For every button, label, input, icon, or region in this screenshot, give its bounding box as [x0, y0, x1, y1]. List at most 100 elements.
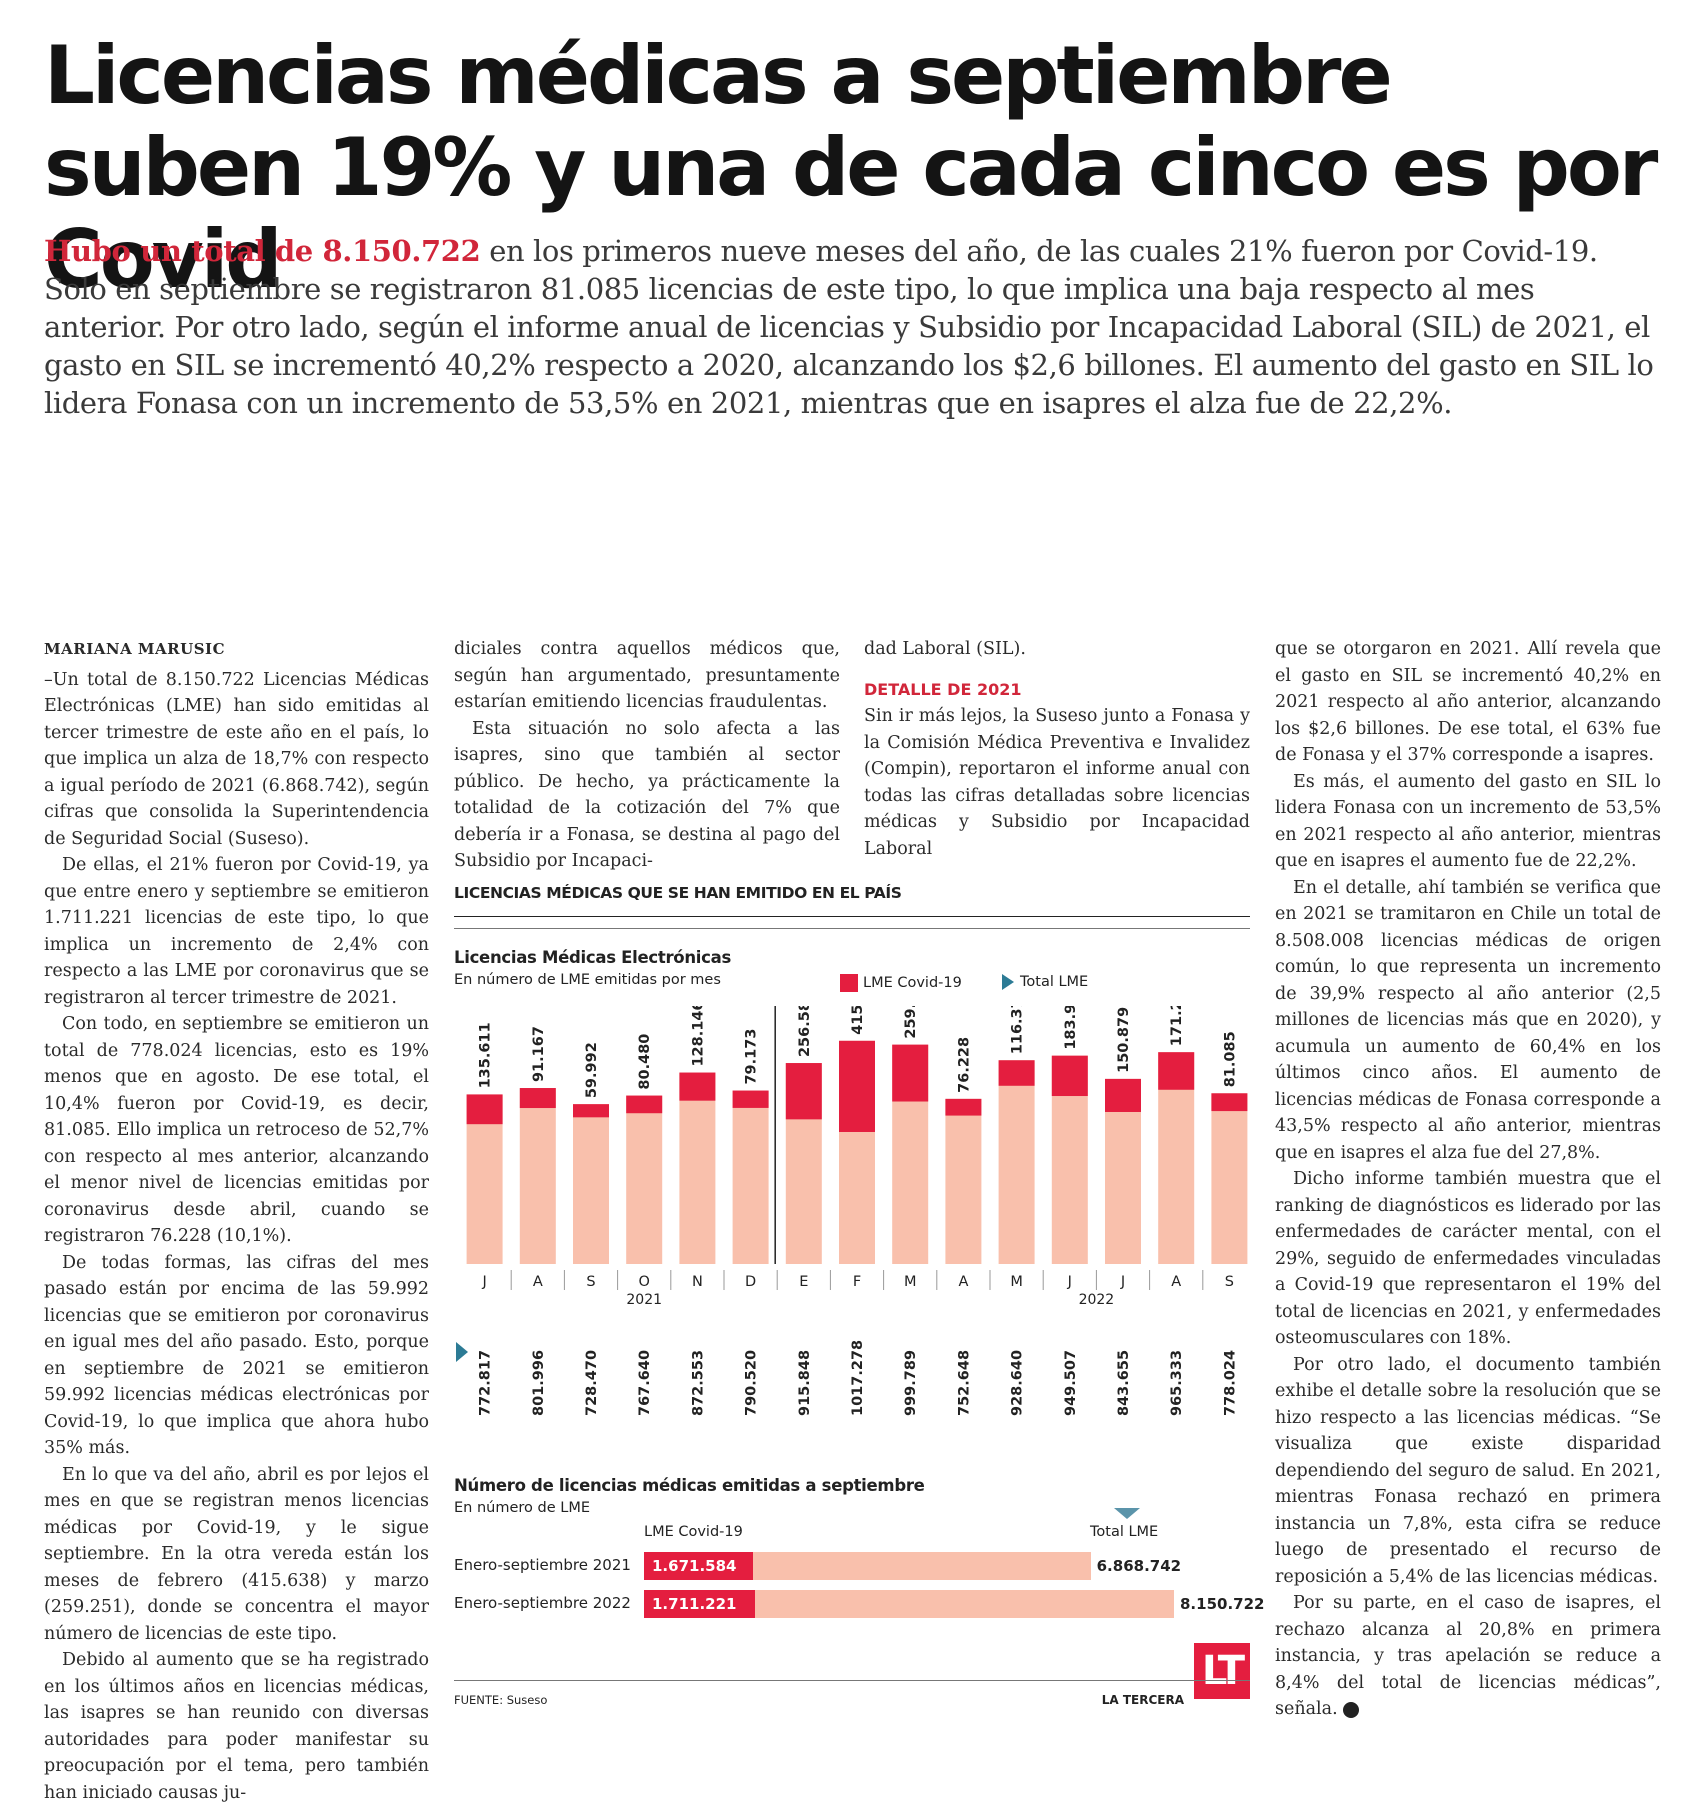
bar-total [998, 1060, 1035, 1264]
legend-triangle-icon [1002, 974, 1014, 990]
legend-total: Total LME [1002, 974, 1088, 990]
covid-value-label: 80.480 [637, 1034, 653, 1090]
bar-covid [1105, 1078, 1141, 1112]
paragraph: De ellas, el 21% fueron por Covid-19, ya… [44, 855, 429, 1008]
bar-covid [945, 1098, 982, 1116]
bar-total [679, 1072, 716, 1264]
hbar-total-2021: 1.671.584 [644, 1552, 1091, 1580]
paragraph: En el detalle, ahí también se verifica q… [1275, 877, 1661, 1163]
bar-covid [1158, 1052, 1195, 1090]
total-value-label: 772.817 [478, 1350, 494, 1416]
hbar-label-2022: Enero-septiembre 2022 [454, 1594, 631, 1612]
legend-total-label: Total LME [1020, 974, 1089, 990]
covid-value-label: 171.248 [1169, 1006, 1185, 1046]
bar-total [732, 1090, 769, 1264]
bar-total [1211, 1093, 1248, 1264]
total-value-label: 949.507 [1063, 1350, 1079, 1416]
covid-value-label: 259.251 [903, 1006, 919, 1039]
hbar-covid-2021: 1.671.584 [644, 1552, 753, 1580]
column-3: dad Laboral (SIL). DETALLE DE 2021 Sin i… [864, 636, 1250, 862]
infographic: LICENCIAS MÉDICAS QUE SE HAN EMITIDO EN … [454, 876, 1264, 1707]
headline: Licencias médicas a septiembre suben 19%… [44, 29, 1658, 306]
bar-total [626, 1095, 663, 1264]
covid-value-label: 59.992 [584, 1042, 600, 1098]
chart1-note: En número de LME emitidas por mes [454, 972, 721, 988]
month-label: J [1067, 1274, 1072, 1290]
month-label: N [692, 1274, 703, 1290]
paragraph-text: Por su parte, en el caso de isapres, el … [1275, 1593, 1661, 1719]
hbar-covid-2022: 1.711.221 [644, 1590, 756, 1618]
paragraph: Con todo, en septiembre se emitieron un … [44, 1014, 429, 1246]
covid-value-label: 76.228 [956, 1037, 972, 1093]
paragraph: dad Laboral (SIL). [864, 639, 1026, 659]
month-label: F [853, 1274, 861, 1290]
bar-covid [679, 1072, 716, 1101]
total-value-label: 752.648 [956, 1350, 972, 1416]
hbar-row-2021: 1.671.584 6.868.742 [644, 1552, 1181, 1580]
paragraph: En lo que va del año, abril es por lejos… [44, 1464, 429, 1644]
covid-value-label: 81.085 [1222, 1031, 1238, 1087]
month-label: A [958, 1274, 968, 1290]
total-value-label: 790.520 [744, 1350, 760, 1416]
paragraph: diciales contra aquellos médicos que, se… [454, 639, 840, 712]
end-mark-icon: P [1343, 1701, 1369, 1718]
paragraph: Debido al aumento que se ha registrado e… [44, 1650, 429, 1803]
chart2-title: Número de licencias médicas emitidas a s… [454, 1476, 925, 1495]
paragraph: –Un total de 8.150.722 Licencias Médicas… [44, 669, 429, 849]
bar-covid [626, 1095, 663, 1114]
chart2-note: En número de LME [454, 1500, 590, 1516]
bar-total [519, 1088, 556, 1264]
hbar-total-value-2021: 6.868.742 [1096, 1557, 1182, 1575]
chart1-title: Licencias Médicas Electrónicas [454, 948, 731, 967]
total-value-label: 728.470 [584, 1350, 600, 1416]
monthly-chart: 135.611 J 772.817 91.167 A 801.996 59.992 S 728.… [456, 1006, 1248, 1416]
total-value-label: 965.333 [1169, 1350, 1185, 1416]
paragraph: Dicho informe también muestra que el ran… [1275, 1169, 1661, 1348]
year-label: 2021 [626, 1292, 662, 1308]
column-1: MARIANA MARUSIC –Un total de 8.150.722 L… [44, 636, 429, 1806]
bar-covid [839, 1040, 875, 1132]
bar-covid [573, 1104, 609, 1118]
total-value-label: 1017.278 [850, 1340, 866, 1416]
month-label: J [1120, 1274, 1125, 1290]
divider [454, 928, 1250, 929]
source-text: FUENTE: Suseso [454, 1693, 548, 1707]
legend-covid-label: LME Covid-19 [863, 975, 962, 991]
covid-value-label: 79.173 [744, 1029, 760, 1085]
hbar-total-value-2022: 8.150.722 [1180, 1595, 1265, 1613]
bar-covid [998, 1060, 1035, 1086]
paragraph: Por su parte, en el caso de isapres, el … [1275, 1590, 1661, 1723]
total-value-label: 767.640 [637, 1350, 653, 1416]
column-4: que se otorgaron en 2021. Allí revela qu… [1275, 636, 1661, 1723]
column-2: diciales contra aquellos médicos que, se… [454, 636, 840, 875]
la-tercera-logo: LT [1194, 1643, 1250, 1699]
month-label: A [1171, 1274, 1181, 1290]
total-value-label: 801.996 [531, 1350, 547, 1416]
hbar-row-2022: 1.711.221 8.150.722 [644, 1590, 1264, 1618]
dek-lead: Hubo un total de 8.150.722 [44, 234, 481, 268]
year-label: 2022 [1079, 1292, 1115, 1308]
subhead: DETALLE DE 2021 [864, 679, 1022, 699]
hbar-label-2021: Enero-septiembre 2021 [454, 1556, 631, 1574]
bar-covid [1051, 1055, 1088, 1097]
paragraph: que se otorgaron en 2021. Allí revela qu… [1275, 639, 1661, 765]
bar-covid [519, 1088, 556, 1109]
total-marker-icon [456, 1342, 468, 1362]
source-bar: FUENTE: Suseso LA TERCERA [454, 1680, 1250, 1707]
legend-covid: LME Covid-19 [840, 974, 962, 992]
month-label: M [904, 1274, 917, 1290]
month-label: J [481, 1274, 486, 1290]
paragraph: Sin ir más lejos, la Suseso junto a Fona… [864, 706, 1250, 859]
month-label: S [1225, 1274, 1234, 1290]
bar-covid [732, 1090, 769, 1108]
total-value-label: 778.024 [1222, 1350, 1238, 1416]
covid-value-label: 91.167 [531, 1026, 547, 1082]
bar-covid [785, 1063, 822, 1120]
byline: MARIANA MARUSIC [44, 640, 226, 658]
graphic-title: LICENCIAS MÉDICAS QUE SE HAN EMITIDO EN … [454, 876, 1250, 917]
total-value-label: 872.553 [690, 1350, 706, 1416]
month-label: A [533, 1274, 543, 1290]
dek: Hubo un total de 8.150.722 en los primer… [44, 232, 1664, 422]
paragraph: Por otro lado, el documento también exhi… [1275, 1354, 1661, 1587]
chart2-total-header: Total LME [1090, 1524, 1159, 1540]
